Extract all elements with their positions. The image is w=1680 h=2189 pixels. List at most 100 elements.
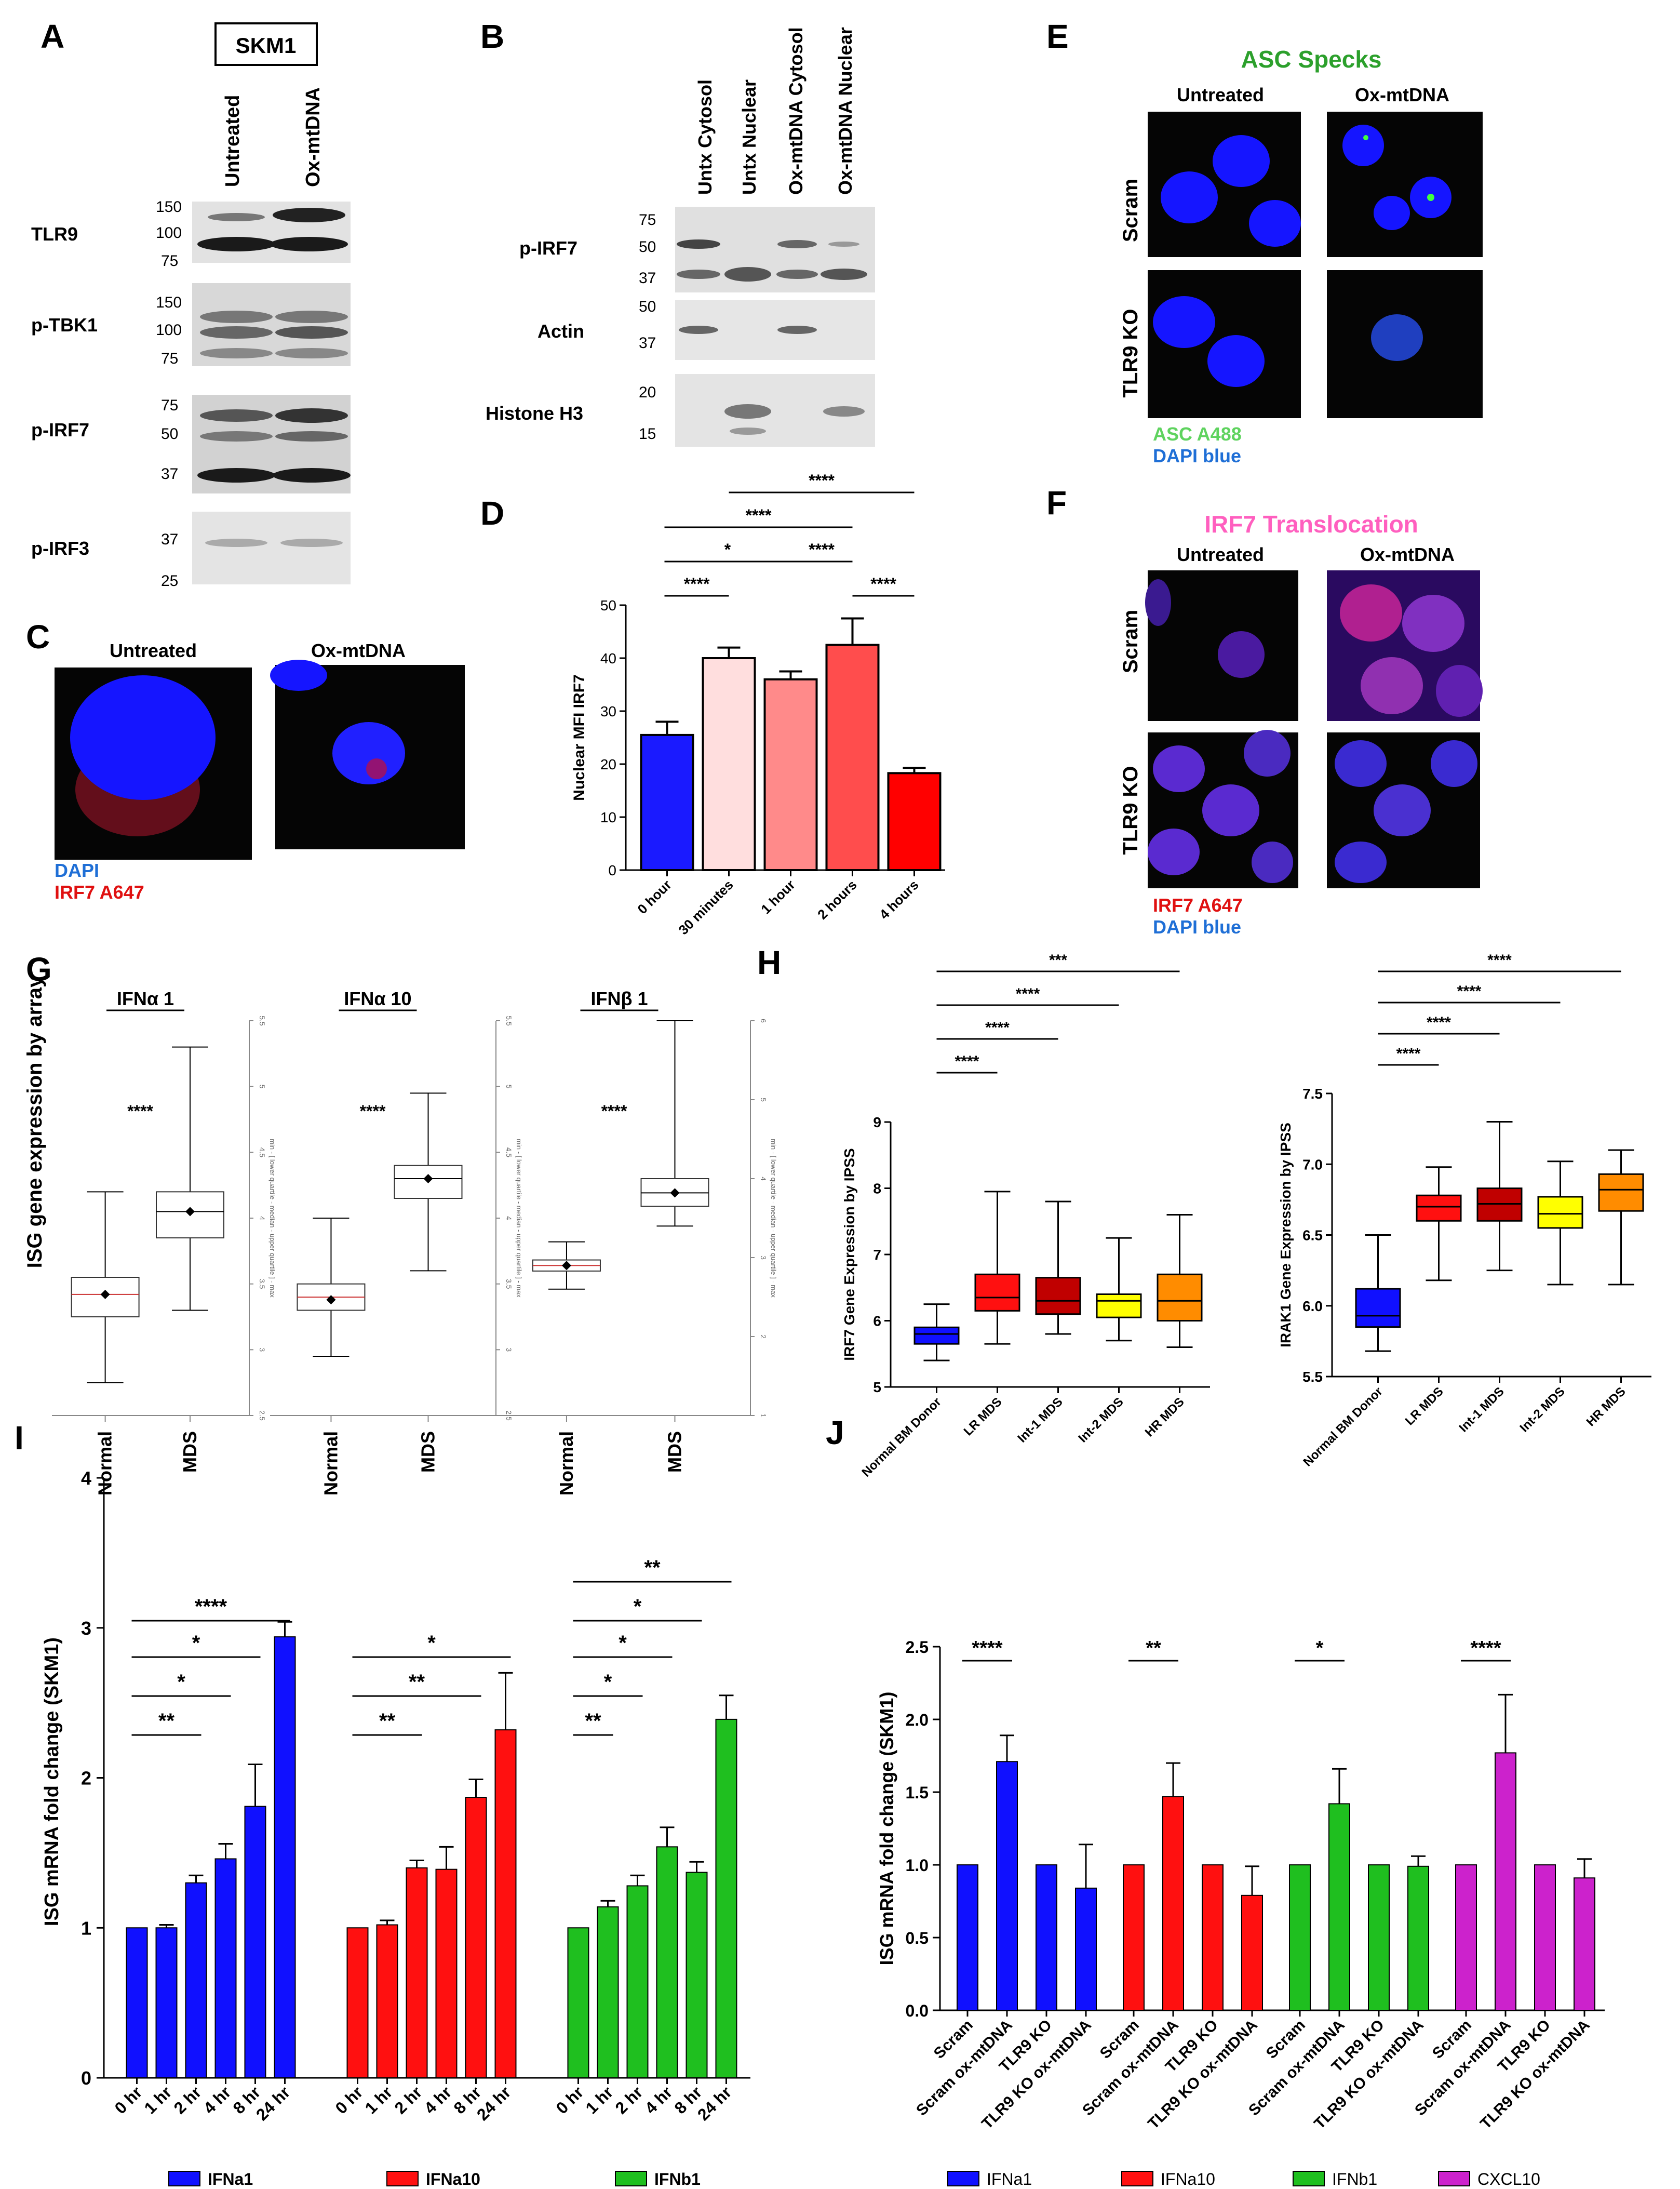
bar xyxy=(185,1882,207,2078)
bar xyxy=(1368,1864,1390,2011)
legend-swatch xyxy=(615,2171,647,2186)
lane-label-untreated: Untreated xyxy=(222,95,244,187)
x-tick-label: Int-1 MDS xyxy=(1456,1384,1507,1435)
legend-label: IFNa1 xyxy=(987,2170,1032,2188)
plot-title: IFNβ 1 xyxy=(591,988,648,1009)
bar xyxy=(702,657,756,871)
x-tick-label: 1 hour xyxy=(758,877,798,917)
side-tick-label: 4.5 xyxy=(505,1147,513,1158)
bar xyxy=(465,1797,487,2079)
significance-label: ** xyxy=(409,1671,425,1693)
significance-label: **** xyxy=(684,575,710,593)
y-tick-label: 40 xyxy=(600,650,616,666)
x-tick-label: 2 hr xyxy=(391,2083,425,2117)
blot-b-label-p-irf7: p-IRF7 xyxy=(519,237,577,259)
side-tick-label: 2.5 xyxy=(258,1410,266,1421)
y-tick-label: 7.0 xyxy=(1302,1156,1323,1172)
e-legend-asc: ASC A488 xyxy=(1153,423,1242,445)
bar xyxy=(1574,1877,1595,2011)
x-tick-label: 0 hr xyxy=(552,2083,587,2117)
f-title: IRF7 Translocation xyxy=(1204,511,1418,538)
mw-marker: 150 xyxy=(156,198,182,216)
panel-letter-j: J xyxy=(826,1414,844,1451)
significance-label: **** xyxy=(195,1595,227,1618)
x-tick-label: MDS xyxy=(179,1431,200,1473)
box xyxy=(1416,1194,1462,1222)
side-tick-label: 3 xyxy=(258,1347,266,1352)
significance-label: **** xyxy=(1016,985,1040,1003)
significance-label: **** xyxy=(985,1019,1010,1036)
blot-label-tlr9: TLR9 xyxy=(31,223,78,245)
plot-title: IFNα 10 xyxy=(344,988,411,1009)
c-legend-dapi: DAPI xyxy=(55,860,99,881)
bar xyxy=(763,678,818,872)
mw-marker: 75 xyxy=(161,397,178,414)
side-tick-label: 3 xyxy=(505,1347,513,1352)
mw-marker: 50 xyxy=(639,298,656,315)
legend-swatch xyxy=(1121,2171,1153,2186)
side-tick-label: 5.5 xyxy=(258,1016,266,1026)
bar xyxy=(957,1864,978,2011)
side-tick-label: 4.5 xyxy=(258,1147,266,1158)
x-tick-label: 24 hr xyxy=(252,2083,294,2124)
bar xyxy=(1241,1894,1263,2011)
e-legend-dapi: DAPI blue xyxy=(1153,445,1241,466)
blot-label-p-irf3: p-IRF3 xyxy=(31,538,89,559)
y-tick-label: 3 xyxy=(81,1618,91,1639)
bar xyxy=(1407,1865,1429,2011)
chart-h-irak1-boxplot: 5.5 6.0 6.5 7.0 7.5 IRAK1 Gene Expression by … xyxy=(1278,952,1651,1469)
significance-label: **** xyxy=(870,575,896,593)
side-tick-label: 3 xyxy=(759,1256,768,1260)
mw-marker: 150 xyxy=(156,294,182,311)
x-tick-label: MDS xyxy=(664,1431,686,1473)
panel-letter-c: C xyxy=(26,618,50,656)
blot-b-label-actin: Actin xyxy=(537,321,584,342)
side-tick-label: 5 xyxy=(505,1085,513,1089)
mean-marker xyxy=(561,1261,571,1271)
legend-swatch xyxy=(1438,2171,1470,2186)
panel-letter-f: F xyxy=(1046,484,1067,522)
y-tick-label: 2.5 xyxy=(906,1638,929,1657)
significance-label: * xyxy=(619,1632,627,1654)
mean-marker xyxy=(185,1207,195,1217)
x-tick-label: 1 hr xyxy=(582,2083,616,2117)
significance-label: **** xyxy=(360,1102,386,1120)
e-col-untreated: Untreated xyxy=(1177,84,1264,105)
panel-letter-a: A xyxy=(41,18,64,55)
x-tick-label: Normal xyxy=(95,1431,116,1496)
bar xyxy=(346,1927,369,2078)
significance-label: *** xyxy=(1049,952,1067,969)
significance-label: ** xyxy=(158,1710,175,1732)
bar xyxy=(155,1927,178,2078)
y-tick-label: 4 xyxy=(81,1467,91,1489)
bar xyxy=(640,733,694,872)
bar xyxy=(996,1761,1018,2011)
x-tick-label: 1 hr xyxy=(361,2083,396,2117)
side-tick-label: 6 xyxy=(759,1019,768,1023)
significance-label: **** xyxy=(1427,1014,1451,1031)
significance-label: ** xyxy=(1146,1637,1161,1659)
bar xyxy=(1162,1796,1184,2011)
significance-label: **** xyxy=(809,471,835,490)
significance-label: **** xyxy=(1396,1045,1421,1062)
mw-marker: 50 xyxy=(161,425,178,443)
bar xyxy=(887,772,942,871)
y-tick-label: 0 xyxy=(608,862,616,878)
blot-label-p-irf7: p-IRF7 xyxy=(31,419,89,441)
significance-label: **** xyxy=(601,1102,627,1120)
significance-label: **** xyxy=(1457,983,1482,1000)
bar xyxy=(1534,1864,1556,2011)
x-tick-label: 2 hours xyxy=(814,877,860,923)
side-tick-label: 5 xyxy=(759,1098,768,1102)
legend-swatch xyxy=(947,2171,979,2186)
box xyxy=(1157,1273,1203,1322)
significance-label: ** xyxy=(644,1556,661,1579)
x-tick-label: LR MDS xyxy=(1403,1384,1446,1428)
bar xyxy=(406,1867,428,2078)
bar xyxy=(435,1868,458,2078)
x-tick-label: 0 hr xyxy=(111,2083,145,2117)
significance-label: ** xyxy=(379,1710,396,1732)
x-tick-label: Normal BM Donor xyxy=(859,1395,944,1479)
side-tick-label: 4 xyxy=(258,1216,266,1220)
significance-label: * xyxy=(1316,1637,1324,1659)
